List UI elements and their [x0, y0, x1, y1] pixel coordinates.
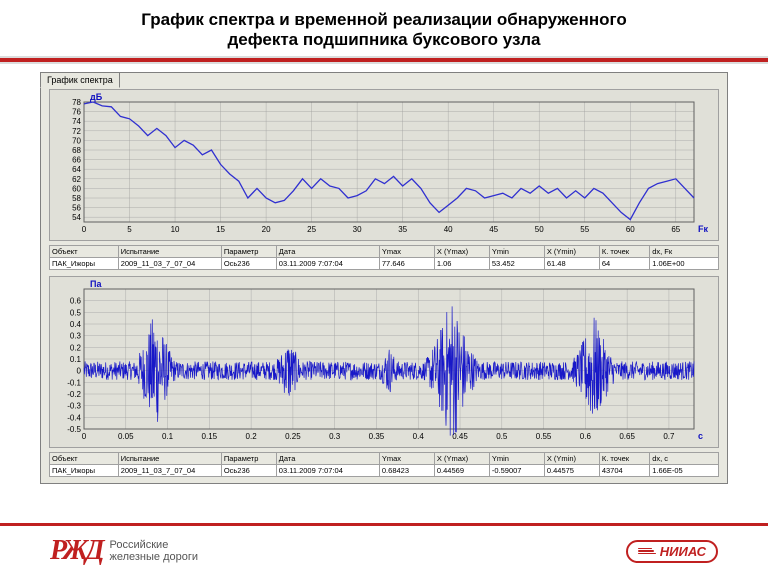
svg-text:72: 72 — [72, 127, 81, 136]
svg-text:-0.5: -0.5 — [67, 425, 81, 434]
svg-text:0.3: 0.3 — [70, 332, 82, 341]
svg-text:70: 70 — [72, 136, 81, 145]
svg-text:0.45: 0.45 — [452, 432, 468, 441]
time-chart: 0 0.05 0.1 0.15 0.2 0.25 0.3 0.35 0.4 0.45 0.5 0.55… — [49, 276, 719, 448]
svg-text:15: 15 — [216, 225, 225, 234]
table-header: Ymax — [379, 246, 434, 258]
svg-text:10: 10 — [171, 225, 180, 234]
svg-text:0: 0 — [82, 225, 87, 234]
page-title: График спектра и временной реализации об… — [0, 0, 768, 56]
svg-text:0.5: 0.5 — [70, 308, 82, 317]
table-header: dx, с — [650, 453, 719, 465]
footer: РЖД Российские железные дороги НИИАС — [0, 523, 768, 576]
svg-text:0.25: 0.25 — [285, 432, 301, 441]
table-header: dx, Fк — [650, 246, 719, 258]
spectrum-table: ОбъектИспытаниеПараметрДатаYmaxX (Ymax)Y… — [49, 245, 719, 270]
svg-text:0.65: 0.65 — [619, 432, 635, 441]
table-header: Дата — [276, 453, 379, 465]
table-header: К. точек — [599, 246, 649, 258]
svg-text:40: 40 — [444, 225, 453, 234]
spectrum-chart: 0510152025303540455055606554565860626466… — [49, 89, 719, 241]
table-header: Объект — [50, 453, 119, 465]
table-header: Ymin — [489, 246, 544, 258]
table-header: К. точек — [599, 453, 649, 465]
svg-text:55: 55 — [580, 225, 589, 234]
table-header: X (Ymin) — [544, 453, 599, 465]
svg-text:0: 0 — [82, 432, 87, 441]
svg-text:58: 58 — [72, 194, 81, 203]
table-header: Дата — [276, 246, 379, 258]
svg-text:0.3: 0.3 — [329, 432, 341, 441]
svg-text:-0.1: -0.1 — [67, 378, 81, 387]
table-row: ПАК_Ижоры2009_11_03_7_07_04Ось23603.11.2… — [50, 258, 719, 270]
tab-spectrum[interactable]: График спектра — [40, 72, 120, 88]
svg-text:56: 56 — [72, 204, 81, 213]
svg-text:Па: Па — [90, 279, 102, 289]
svg-text:76: 76 — [72, 108, 81, 117]
svg-text:-0.3: -0.3 — [67, 402, 81, 411]
table-row: ПАК_Ижоры2009_11_03_7_07_04Ось23603.11.2… — [50, 465, 719, 477]
table-header: Ymin — [489, 453, 544, 465]
svg-text:0.6: 0.6 — [70, 297, 82, 306]
svg-text:35: 35 — [398, 225, 407, 234]
logo-niias: НИИАС — [626, 540, 718, 563]
svg-text:-0.2: -0.2 — [67, 390, 81, 399]
svg-text:62: 62 — [72, 175, 81, 184]
svg-text:30: 30 — [353, 225, 362, 234]
svg-text:74: 74 — [72, 117, 81, 126]
niias-stripes-icon — [638, 548, 656, 555]
svg-text:0.2: 0.2 — [246, 432, 258, 441]
svg-text:20: 20 — [262, 225, 271, 234]
svg-text:0.15: 0.15 — [202, 432, 218, 441]
svg-text:0.2: 0.2 — [70, 343, 82, 352]
svg-text:54: 54 — [72, 213, 81, 222]
svg-text:25: 25 — [307, 225, 316, 234]
svg-text:5: 5 — [127, 225, 132, 234]
svg-text:0: 0 — [77, 367, 82, 376]
table-header: Параметр — [221, 453, 276, 465]
svg-text:65: 65 — [671, 225, 680, 234]
table-header: Ymax — [379, 453, 434, 465]
svg-text:0.6: 0.6 — [580, 432, 592, 441]
svg-text:0.4: 0.4 — [70, 320, 82, 329]
time-table: ОбъектИспытаниеПараметрДатаYmaxX (Ymax)Y… — [49, 452, 719, 477]
svg-text:0.05: 0.05 — [118, 432, 134, 441]
svg-text:45: 45 — [489, 225, 498, 234]
svg-text:66: 66 — [72, 156, 81, 165]
svg-text:60: 60 — [72, 184, 81, 193]
svg-text:с: с — [698, 431, 703, 441]
table-header: X (Ymin) — [544, 246, 599, 258]
app-window: График спектра 0510152025303540455055606… — [40, 72, 728, 484]
svg-text:0.7: 0.7 — [663, 432, 675, 441]
svg-text:78: 78 — [72, 98, 81, 107]
svg-text:-0.4: -0.4 — [67, 413, 81, 422]
svg-text:0.35: 0.35 — [369, 432, 385, 441]
table-header: Параметр — [221, 246, 276, 258]
svg-text:0.1: 0.1 — [162, 432, 174, 441]
svg-text:64: 64 — [72, 165, 81, 174]
rzd-mark-icon: РЖД — [50, 535, 101, 567]
svg-text:0.55: 0.55 — [536, 432, 552, 441]
table-header: X (Ymax) — [434, 246, 489, 258]
svg-text:дБ: дБ — [90, 92, 103, 102]
table-header: X (Ymax) — [434, 453, 489, 465]
table-header: Испытание — [118, 453, 221, 465]
svg-text:0.1: 0.1 — [70, 355, 82, 364]
svg-text:50: 50 — [535, 225, 544, 234]
table-header: Объект — [50, 246, 119, 258]
svg-text:0.4: 0.4 — [413, 432, 425, 441]
header-divider — [0, 56, 768, 64]
svg-text:60: 60 — [626, 225, 635, 234]
svg-text:Fк: Fк — [698, 224, 708, 234]
logo-rzd: РЖД Российские железные дороги — [50, 535, 198, 567]
table-header: Испытание — [118, 246, 221, 258]
svg-text:0.5: 0.5 — [496, 432, 508, 441]
svg-text:68: 68 — [72, 146, 81, 155]
